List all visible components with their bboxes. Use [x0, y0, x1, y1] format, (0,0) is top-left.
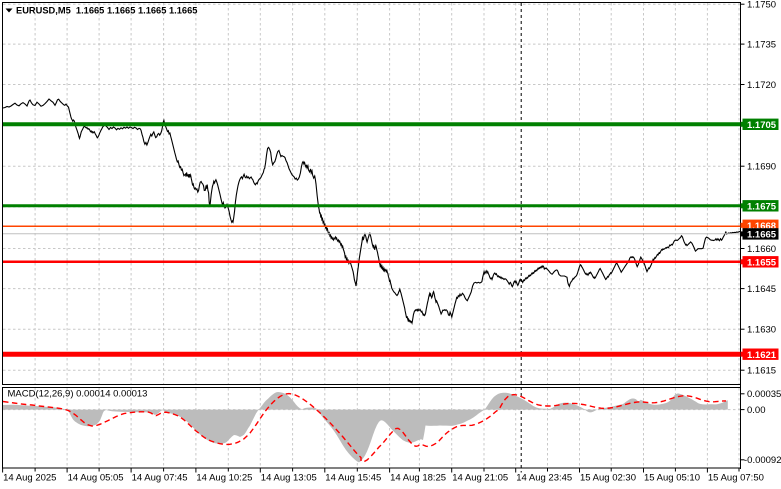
- svg-text:15 Aug 05:10: 15 Aug 05:10: [644, 473, 700, 484]
- svg-text:1.1655: 1.1655: [747, 257, 777, 268]
- svg-text:14 Aug 2025: 14 Aug 2025: [3, 473, 56, 484]
- svg-text:14 Aug 13:05: 14 Aug 13:05: [261, 473, 317, 484]
- svg-text:14 Aug 18:25: 14 Aug 18:25: [390, 473, 446, 484]
- svg-text:14 Aug 23:45: 14 Aug 23:45: [516, 473, 572, 484]
- svg-text:15 Aug 02:30: 15 Aug 02:30: [580, 473, 636, 484]
- svg-text:14 Aug 05:05: 14 Aug 05:05: [68, 473, 124, 484]
- svg-text:14 Aug 21:05: 14 Aug 21:05: [452, 473, 508, 484]
- svg-text:-0.00092: -0.00092: [744, 455, 781, 466]
- svg-text:14 Aug 15:45: 14 Aug 15:45: [325, 473, 381, 484]
- svg-text:EURUSD,M5 1.1665 1.1665 1.166: EURUSD,M5 1.1665 1.1665 1.1665 1.1665: [16, 6, 197, 16]
- svg-text:14 Aug 10:25: 14 Aug 10:25: [196, 473, 252, 484]
- svg-text:1.1735: 1.1735: [747, 40, 776, 51]
- svg-text:1.1615: 1.1615: [747, 366, 776, 377]
- svg-text:1.1750: 1.1750: [747, 0, 776, 11]
- svg-text:1.1630: 1.1630: [747, 325, 776, 336]
- svg-text:15 Aug 07:50: 15 Aug 07:50: [708, 473, 764, 484]
- svg-text:1.1675: 1.1675: [747, 201, 777, 212]
- svg-text:1.1660: 1.1660: [747, 244, 776, 255]
- svg-text:1.1668: 1.1668: [747, 221, 776, 232]
- svg-text:1.1720: 1.1720: [747, 80, 776, 91]
- svg-text:1.1665: 1.1665: [747, 230, 777, 241]
- svg-text:14 Aug 07:45: 14 Aug 07:45: [132, 473, 188, 484]
- svg-text:MACD(12,26,9) 0.00014 0.00013: MACD(12,26,9) 0.00014 0.00013: [8, 389, 148, 400]
- svg-text:0.00035: 0.00035: [747, 389, 781, 400]
- svg-text:0.00: 0.00: [747, 405, 766, 416]
- svg-text:1.1621: 1.1621: [747, 350, 777, 361]
- svg-text:1.1645: 1.1645: [747, 284, 776, 295]
- svg-text:1.1705: 1.1705: [747, 120, 777, 131]
- svg-text:1.1690: 1.1690: [747, 162, 776, 173]
